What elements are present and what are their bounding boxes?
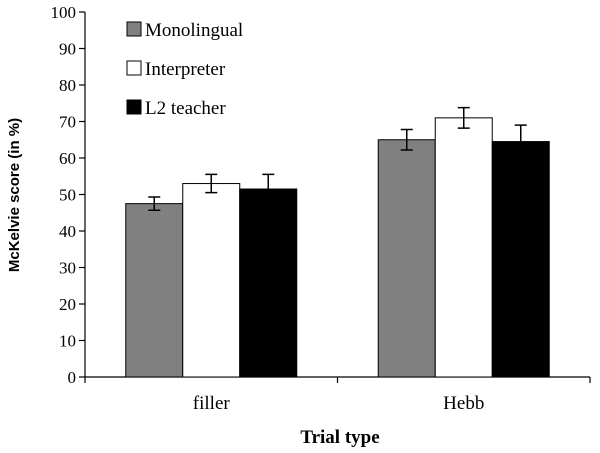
y-tick-label: 100 [51,3,77,22]
x-axis-label: Trial type [300,427,379,448]
y-tick-label: 60 [59,149,76,168]
y-tick-label: 40 [59,222,76,241]
bar-monolingual-hebb [377,139,436,378]
legend-label: Monolingual [145,20,243,41]
y-tick-label: 10 [59,332,76,351]
legend-swatch [126,99,142,115]
y-axis-label: McKelvie score (in %) [6,118,23,272]
error-bar [514,124,527,159]
y-tick-label: 0 [68,368,77,387]
y-tick-label: 20 [59,295,76,314]
bar-interpreter-hebb [434,117,493,378]
bar-interpreter-filler [182,183,241,378]
bars [125,117,550,378]
legend: Monolingual Interpreter L2 teacher [126,20,243,119]
y-tick-label: 30 [59,259,76,278]
x-tick-label: Hebb [443,393,484,414]
y-axis: 0 10 20 30 40 50 60 70 80 90 100 [51,3,86,387]
x-tick-label: filler [193,393,231,414]
x-axis: filler Hebb [84,376,591,414]
error-bar [400,128,413,151]
error-bar [457,106,470,129]
bar-monolingual-filler [125,203,184,378]
y-tick-label: 80 [59,76,76,95]
legend-swatch [126,21,142,37]
error-bar [262,173,275,205]
legend-label: L2 teacher [145,98,226,119]
y-tick-label: 70 [59,113,76,132]
bar-l2-teacher-hebb [491,141,550,378]
y-tick-label: 90 [59,40,76,59]
bar-l2-teacher-filler [239,188,298,378]
y-tick-label: 50 [59,186,76,205]
legend-swatch [126,60,142,76]
error-bar [205,173,218,194]
legend-label: Interpreter [145,59,226,80]
error-bar [148,196,161,211]
error-bars [148,106,527,211]
